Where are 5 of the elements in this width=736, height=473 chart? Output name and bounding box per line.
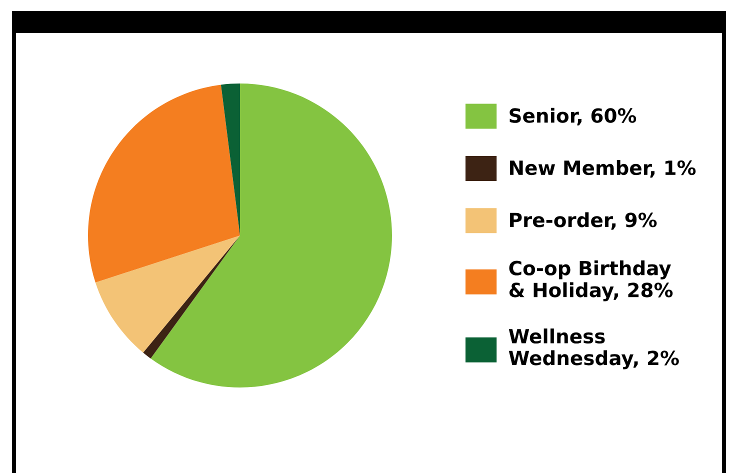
legend-label: Pre-order, 9%: [510, 212, 657, 230]
legend-label: Co-op Birthday & Holiday, 28%: [509, 260, 673, 302]
legend-label: New Member, 1%: [510, 160, 696, 178]
legend-label: Wellness Wednesday, 2%: [508, 328, 679, 370]
legend-label: Senior, 60%: [510, 108, 636, 126]
